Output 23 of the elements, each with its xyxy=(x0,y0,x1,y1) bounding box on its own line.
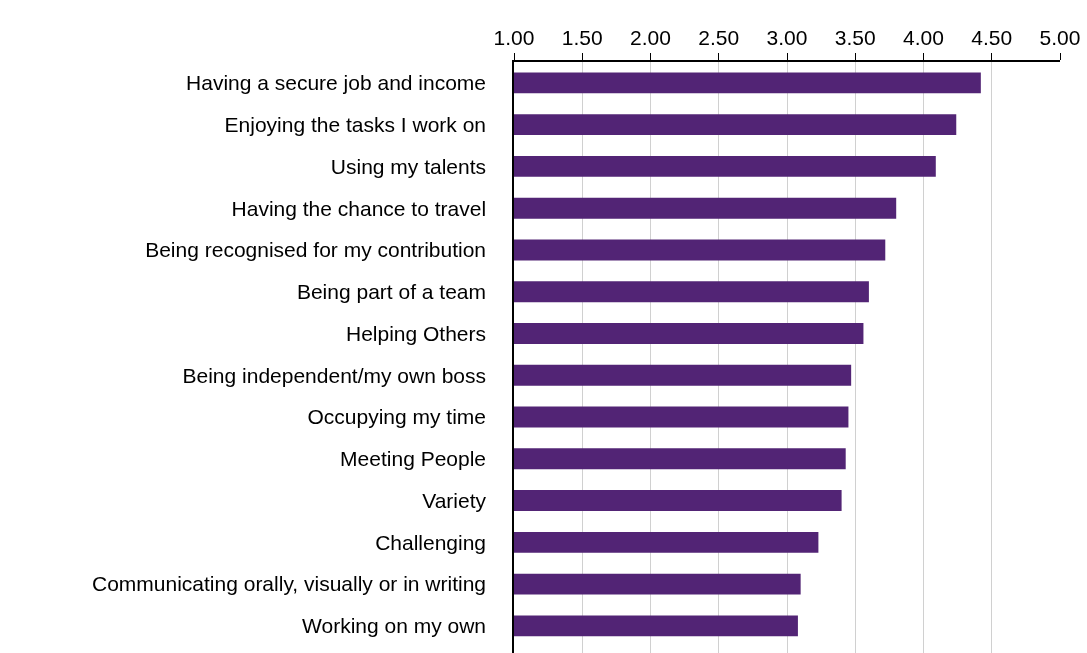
y-tick-label: Helping Others xyxy=(345,321,487,345)
y-tick-label: Communicating orally, visually or in writing xyxy=(91,572,487,596)
x-tick-label: 1.50 xyxy=(561,25,603,49)
x-tick-label: 3.00 xyxy=(766,25,808,49)
y-tick-label: Working on my own xyxy=(302,614,487,638)
y-tick-label: Having the chance to travel xyxy=(231,196,487,220)
x-tick-label: 4.00 xyxy=(903,25,944,49)
y-tick-label: Being part of a team xyxy=(296,280,487,304)
y-tick-label: Being independent/my own boss xyxy=(182,363,487,387)
y-tick-label: Meeting People xyxy=(340,447,487,471)
x-tick-label: 3.50 xyxy=(834,25,876,49)
x-tick-label: 4.50 xyxy=(971,25,1013,49)
y-tick-label: Using my talents xyxy=(330,154,487,178)
y-tick-label: Having a secure job and income xyxy=(186,71,487,95)
x-tick-label: 5.00 xyxy=(1039,25,1081,49)
x-tick-label: 2.50 xyxy=(698,25,740,49)
x-tick-label: 2.00 xyxy=(630,25,671,49)
x-tick-label: 1.00 xyxy=(493,25,535,49)
y-tick-label: Challenging xyxy=(375,530,487,554)
y-tick-label: Enjoying the tasks I work on xyxy=(224,113,487,136)
y-tick-label: Being recognised for my contribution xyxy=(145,238,487,262)
y-tick-label: Variety xyxy=(422,488,487,512)
y-tick-label: Occupying my time xyxy=(307,405,487,429)
